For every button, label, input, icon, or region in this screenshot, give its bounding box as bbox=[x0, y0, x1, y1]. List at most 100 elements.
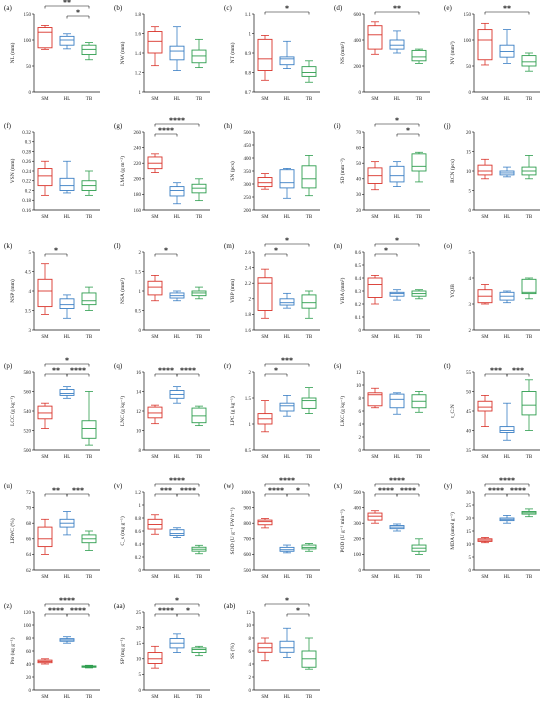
box-iqr bbox=[147, 280, 163, 296]
sig-label: **** bbox=[48, 606, 64, 615]
sig-label: **** bbox=[180, 366, 196, 375]
y-tick-label: 500 bbox=[244, 569, 252, 574]
box-iqr bbox=[521, 391, 537, 416]
y-tick-label: 20 bbox=[136, 626, 142, 631]
y-tick-label: 3.5 bbox=[25, 309, 32, 314]
y-tick-label: 0.2 bbox=[25, 189, 32, 194]
y-tick-label: 540 bbox=[24, 410, 32, 415]
box-SM bbox=[477, 537, 493, 544]
y-tick-label: 300 bbox=[354, 522, 362, 527]
box-HL bbox=[389, 392, 405, 415]
box-HL bbox=[59, 160, 75, 194]
panel-l: (l) 0 0.5 1 1.5 2 NSA (mm²) SM HL TB * bbox=[114, 242, 210, 340]
sig-label: **** bbox=[268, 486, 284, 495]
box-TB bbox=[521, 508, 537, 518]
box-HL bbox=[279, 168, 295, 199]
panel-k: (k) 3 3.5 4 4.5 5 NSP (mm) SM HL TB * bbox=[4, 242, 100, 340]
panel-r: (r) 0.5 1 1.5 2 LPC (g kg⁻¹) SM HL TB **** bbox=[224, 356, 320, 460]
sig-label: **** bbox=[158, 366, 174, 375]
sig-label: ** bbox=[393, 4, 401, 13]
y-tick-label: 1.5 bbox=[245, 397, 252, 402]
box-iqr bbox=[279, 56, 295, 66]
y-tick-label: 100 bbox=[354, 553, 362, 558]
y-axis-label: NS (mm²) bbox=[339, 42, 346, 64]
x-tick-label: SM bbox=[41, 335, 49, 340]
y-tick-label: 2 bbox=[249, 676, 252, 681]
box-SM bbox=[257, 518, 273, 529]
y-axis-label: NW (mm) bbox=[119, 42, 126, 65]
y-tick-label: 0.8 bbox=[245, 71, 252, 76]
box-SM bbox=[147, 404, 163, 425]
y-tick-label: 5 bbox=[29, 251, 32, 256]
box-iqr bbox=[169, 529, 185, 537]
box-HL bbox=[169, 527, 185, 538]
box-SM bbox=[367, 387, 383, 409]
y-tick-label: 6 bbox=[249, 650, 252, 655]
y-axis-label: RCN (pcs) bbox=[449, 159, 456, 183]
y-tick-label: 4.5 bbox=[25, 270, 32, 275]
y-tick-label: 10 bbox=[136, 658, 142, 663]
y-tick-label: 3 bbox=[29, 329, 32, 334]
x-tick-label: SM bbox=[261, 575, 269, 580]
x-tick-label: SM bbox=[371, 575, 379, 580]
sig-label: * bbox=[395, 116, 399, 125]
y-tick-label: 72 bbox=[26, 491, 32, 496]
y-tick-label: 5 bbox=[469, 189, 472, 194]
x-tick-label: HL bbox=[504, 97, 511, 102]
y-tick-label: 40 bbox=[466, 429, 472, 434]
box-TB bbox=[411, 538, 427, 555]
box-SM bbox=[147, 514, 163, 535]
box-HL bbox=[59, 33, 75, 50]
x-tick-label: SM bbox=[41, 455, 49, 460]
box-SM bbox=[257, 400, 273, 433]
sig-label: **** bbox=[70, 606, 86, 615]
y-tick-label: 70 bbox=[26, 506, 32, 511]
x-tick-label: TB bbox=[526, 97, 533, 102]
x-tick-label: TB bbox=[196, 455, 203, 460]
sig-label: **** bbox=[70, 366, 86, 375]
y-tick-label: 1.8 bbox=[135, 13, 142, 18]
y-tick-label: 2 bbox=[359, 436, 362, 441]
y-tick-label: 240 bbox=[134, 146, 142, 151]
panel-s: (s) 0 2 4 6 8 10 12 LKC (g kg⁻¹) SM HL TB bbox=[334, 362, 430, 460]
panel-f: (f) 0.16 0.18 0.2 0.22 0.24 0.26 0.28 0.3 0.32 VSN… bbox=[4, 122, 100, 220]
panel-letter: (v) bbox=[114, 482, 123, 490]
x-tick-label: TB bbox=[306, 335, 313, 340]
y-tick-label: 200 bbox=[244, 209, 252, 214]
panel-letter: (k) bbox=[4, 242, 13, 250]
sig-label: **** bbox=[169, 476, 185, 485]
x-tick-label: SM bbox=[151, 575, 159, 580]
panel-h: (h) 200 250 300 350 400 450 500 SN (pcs) SM HL TB bbox=[224, 122, 320, 220]
x-tick-label: HL bbox=[504, 215, 511, 220]
x-tick-label: SM bbox=[371, 97, 379, 102]
sig-label: * bbox=[285, 596, 289, 605]
box-TB bbox=[81, 170, 97, 196]
box-iqr bbox=[81, 420, 97, 439]
panel-letter: (aa) bbox=[114, 602, 126, 610]
y-tick-label: 4 bbox=[249, 663, 252, 668]
sig-label: * bbox=[76, 8, 80, 17]
sig-label: **** bbox=[400, 486, 416, 495]
x-tick-label: SM bbox=[261, 215, 269, 220]
box-HL bbox=[169, 290, 185, 302]
x-tick-label: HL bbox=[284, 335, 291, 340]
box-iqr bbox=[37, 405, 53, 420]
box-TB bbox=[81, 530, 97, 551]
box-TB bbox=[411, 48, 427, 64]
y-tick-label: 0.2 bbox=[355, 303, 362, 308]
x-tick-label: SM bbox=[481, 455, 489, 460]
box-HL bbox=[389, 161, 405, 187]
y-tick-label: 10 bbox=[466, 543, 472, 548]
box-iqr bbox=[147, 31, 163, 54]
sig-label: **** bbox=[279, 476, 295, 485]
y-tick-label: 1 bbox=[249, 32, 252, 37]
y-tick-label: 2.6 bbox=[245, 251, 252, 256]
box-TB bbox=[301, 60, 317, 83]
x-tick-label: HL bbox=[284, 97, 291, 102]
box-SM bbox=[367, 510, 383, 524]
y-tick-label: 200 bbox=[354, 65, 362, 70]
y-tick-label: 20 bbox=[466, 131, 472, 136]
box-iqr bbox=[191, 407, 207, 424]
sig-label: ** bbox=[52, 486, 60, 495]
